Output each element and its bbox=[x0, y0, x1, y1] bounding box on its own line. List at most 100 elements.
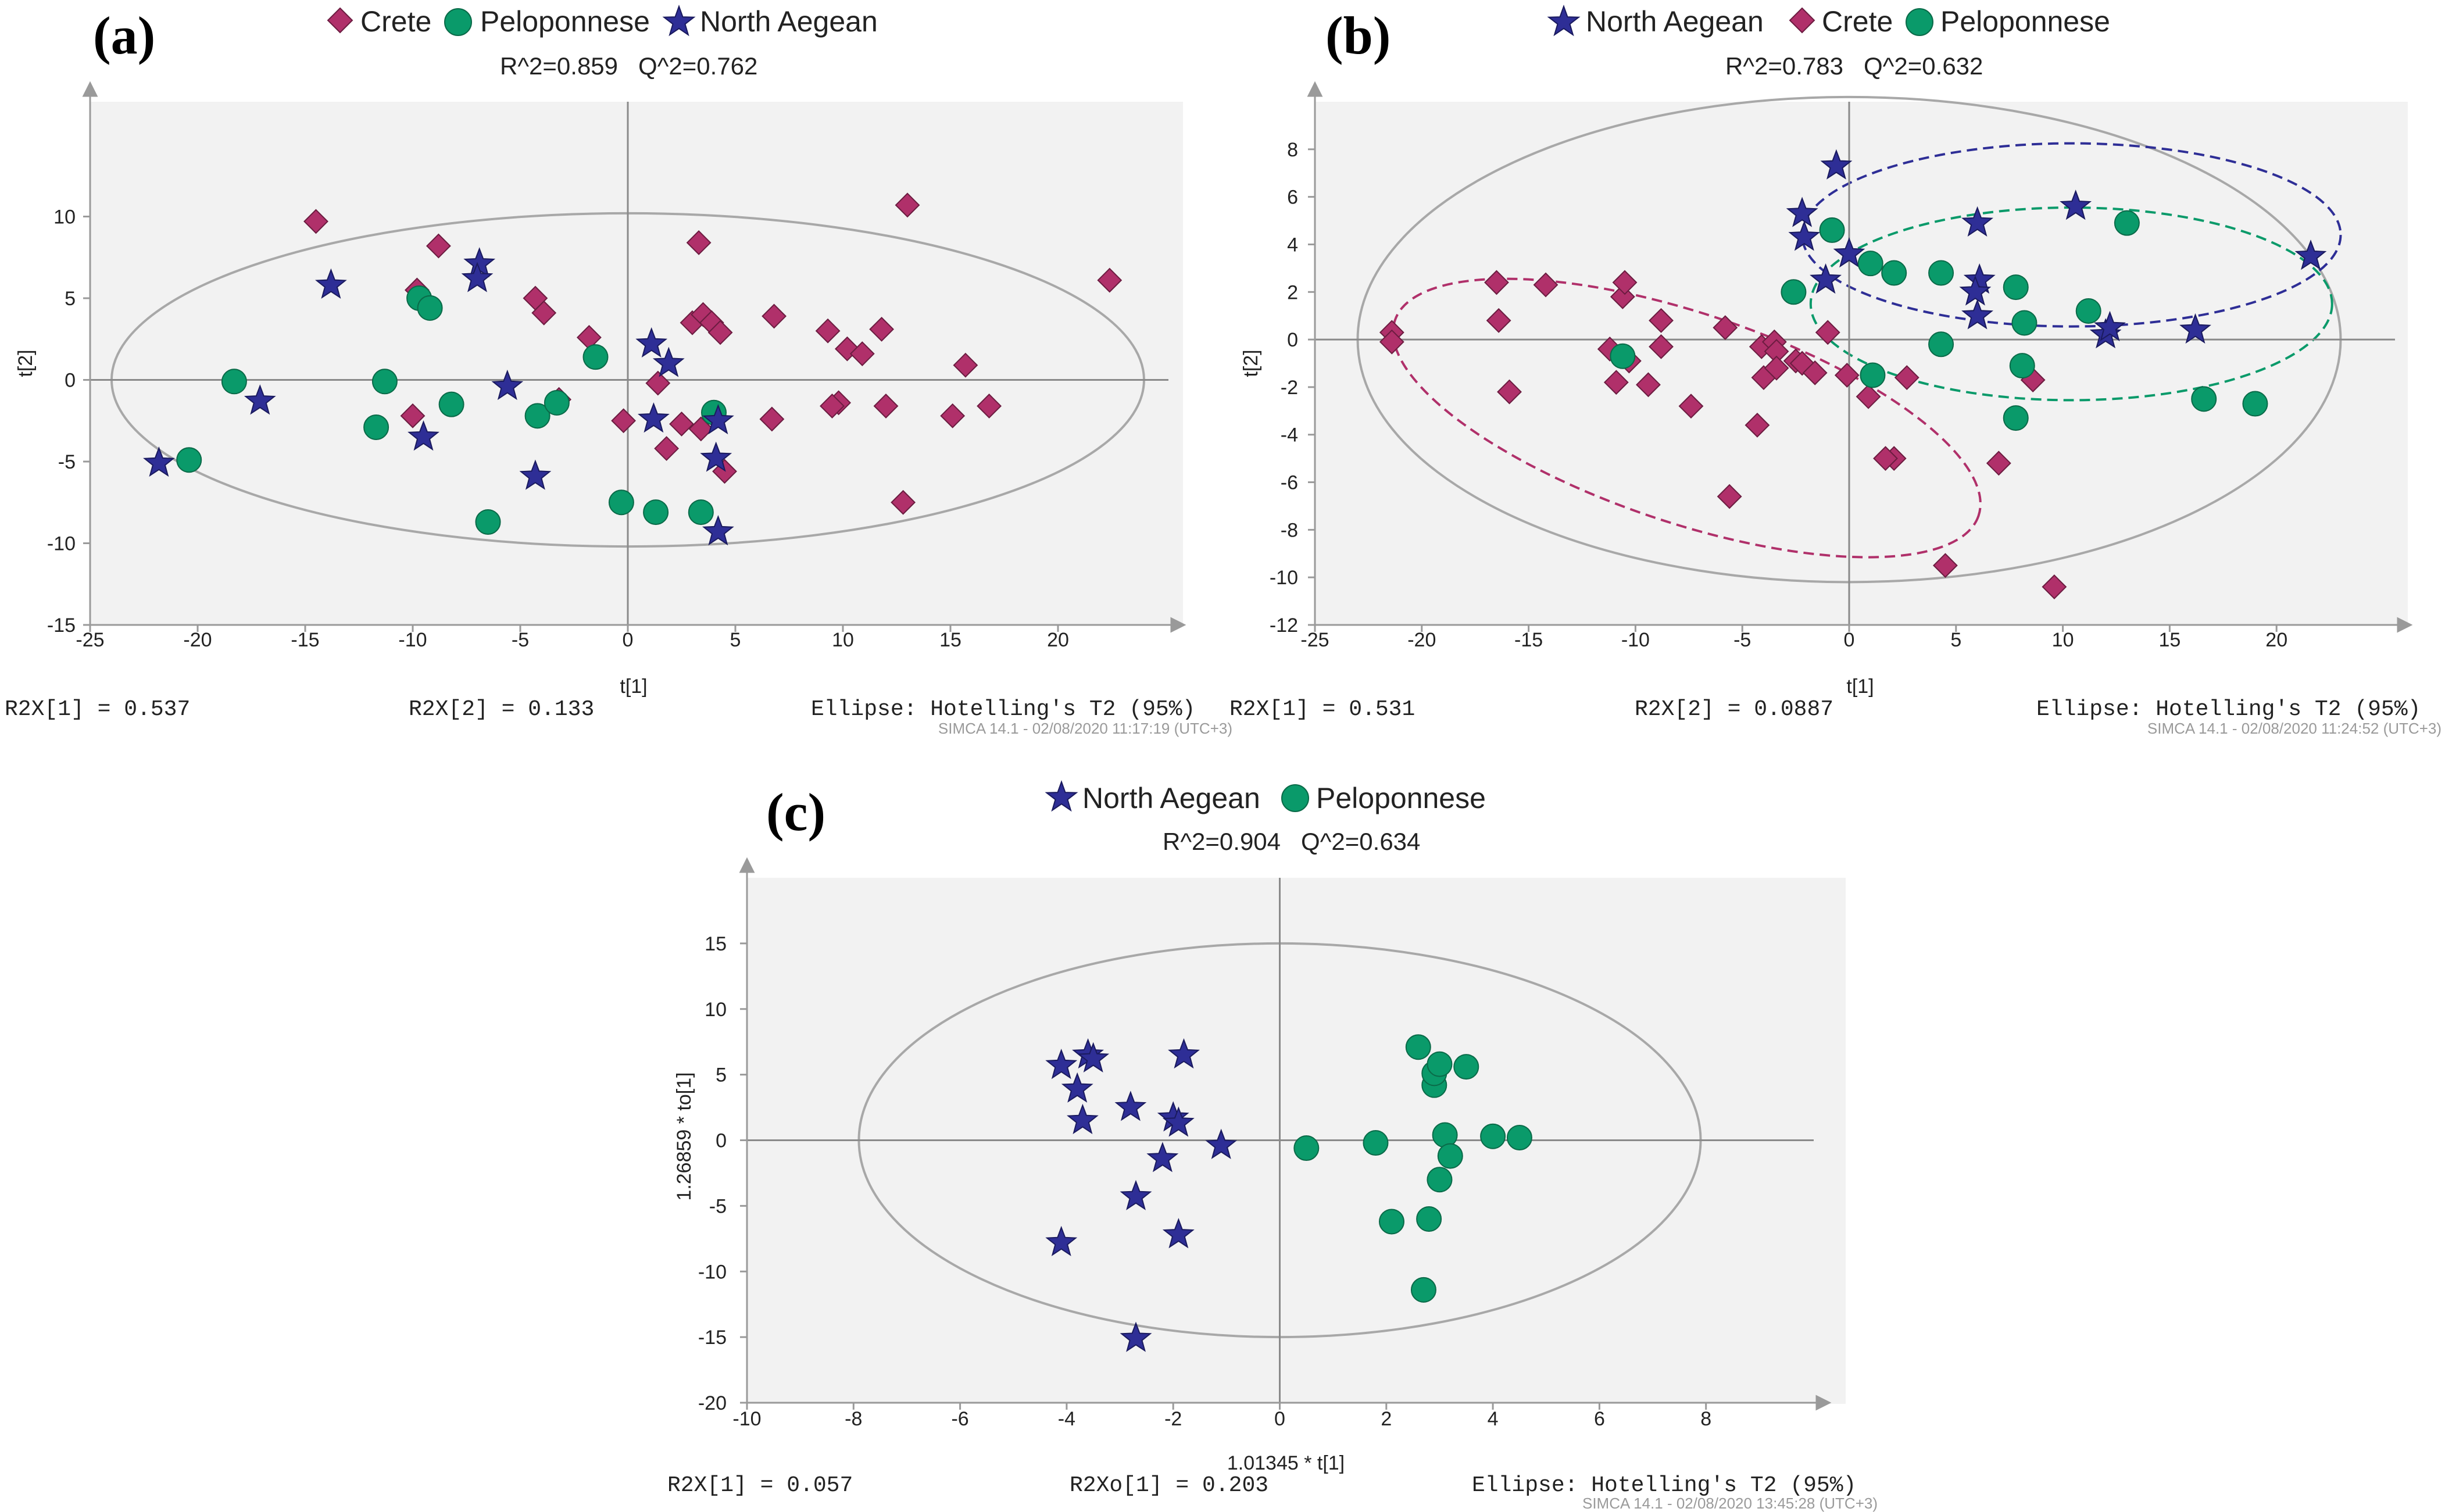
point-north-aegean bbox=[244, 384, 276, 415]
x-tick-label: 10 bbox=[832, 629, 854, 651]
y-tick-label: 6 bbox=[1287, 187, 1298, 209]
y-tick-label: -6 bbox=[1281, 472, 1298, 494]
model-metrics: R^2=0.904 Q^2=0.634 bbox=[1163, 828, 1420, 855]
point-crete bbox=[1986, 451, 2011, 476]
x-tick-label: -15 bbox=[291, 629, 319, 651]
point-north-aegean bbox=[635, 327, 668, 358]
point-peloponnese bbox=[1453, 1054, 1479, 1080]
point-crete bbox=[1933, 553, 1958, 578]
point-peloponnese bbox=[371, 369, 398, 395]
legend-marker-diamond bbox=[1789, 7, 1815, 34]
point-crete bbox=[1894, 365, 1919, 390]
point-north-aegean bbox=[1045, 1048, 1078, 1080]
point-peloponnese bbox=[1427, 1051, 1453, 1077]
x-tick-labels: -25 -20 -15 -10 -5 0 5 10 15 20 bbox=[76, 629, 1068, 651]
axes bbox=[739, 857, 1832, 1411]
x-tick-label: 0 bbox=[623, 629, 634, 651]
ellipse-caption: Ellipse: Hotelling's T2 (95%) bbox=[1472, 1473, 1856, 1498]
plot-area bbox=[1315, 102, 2408, 625]
point-crete bbox=[707, 320, 733, 345]
point-peloponnese bbox=[2114, 210, 2140, 236]
point-north-aegean bbox=[519, 459, 552, 490]
point-crete bbox=[940, 403, 966, 428]
software-stamp: SIMCA 14.1 - 02/08/2020 11:17:19 (UTC+3) bbox=[938, 720, 1232, 737]
point-north-aegean bbox=[1077, 1042, 1110, 1073]
panel-label: (c) bbox=[766, 782, 825, 842]
point-peloponnese bbox=[1410, 1277, 1436, 1303]
legend-label-north-aegean: North Aegean bbox=[1082, 782, 1260, 814]
x-tick-label: 5 bbox=[730, 629, 741, 651]
point-crete bbox=[873, 394, 899, 419]
point-crete bbox=[611, 408, 637, 434]
x-tick-labels: -10 -8 -6 -4 -2 0 2 4 6 8 bbox=[732, 1408, 1711, 1430]
point-peloponnese bbox=[1881, 260, 1907, 286]
model-metrics: R^2=0.783 Q^2=0.632 bbox=[1725, 52, 1983, 80]
point-crete bbox=[1603, 370, 1629, 395]
point-peloponnese bbox=[643, 499, 669, 526]
y-tick-label: 5 bbox=[716, 1064, 727, 1086]
point-crete bbox=[891, 489, 916, 515]
point-peloponnese bbox=[1480, 1123, 1506, 1149]
y-axis-label: 1.26859 * to[1] bbox=[673, 1072, 695, 1200]
point-peloponnese bbox=[2075, 298, 2101, 324]
x-tick-label: 20 bbox=[1047, 629, 1069, 651]
y-tick-label: -5 bbox=[58, 451, 76, 473]
point-north-aegean bbox=[2094, 310, 2126, 342]
y-tick-label: -20 bbox=[698, 1392, 727, 1414]
point-crete bbox=[1497, 379, 1522, 405]
point-north-aegean bbox=[702, 403, 734, 435]
point-north-aegean bbox=[461, 262, 494, 292]
point-crete bbox=[1097, 267, 1123, 293]
x-axis-label: t[1] bbox=[1846, 675, 1874, 698]
point-peloponnese bbox=[1405, 1034, 1431, 1060]
point-peloponnese bbox=[1416, 1206, 1442, 1232]
ellipse-caption: Ellipse: Hotelling's T2 (95%) bbox=[2036, 697, 2421, 722]
y-tick-labels: -20 -15 -10 -5 0 5 10 15 bbox=[698, 933, 727, 1414]
point-crete bbox=[1533, 272, 1558, 298]
point-north-aegean bbox=[315, 268, 347, 299]
point-crete bbox=[869, 316, 895, 342]
legend: North Aegean Peloponnese bbox=[1045, 780, 1486, 814]
point-north-aegean bbox=[1120, 1179, 1152, 1210]
legend-label-peloponnese: Peloponnese bbox=[1316, 782, 1486, 814]
point-peloponnese bbox=[582, 344, 609, 370]
legend-marker-star bbox=[1045, 780, 1078, 812]
x-tick-label: 20 bbox=[2265, 629, 2287, 651]
point-north-aegean bbox=[702, 514, 734, 546]
point-peloponnese bbox=[363, 414, 389, 440]
data-points bbox=[1379, 149, 2327, 599]
point-peloponnese bbox=[438, 391, 464, 417]
point-crete bbox=[1834, 363, 1860, 388]
data-points bbox=[143, 192, 1123, 546]
y-tick-labels: -15 -10 -5 0 5 10 bbox=[47, 206, 76, 637]
x-tick-label: -5 bbox=[512, 629, 529, 651]
x-axis-label: t[1] bbox=[620, 675, 647, 698]
x-tick-label: -5 bbox=[1733, 629, 1751, 651]
point-crete bbox=[531, 300, 557, 326]
point-north-aegean bbox=[1961, 299, 1993, 330]
point-north-aegean bbox=[1168, 1038, 1200, 1069]
x-axis-label: 1.01345 * t[1] bbox=[1227, 1452, 1345, 1474]
y-tick-label: -10 bbox=[1270, 567, 1298, 589]
x-tick-label: 8 bbox=[1700, 1408, 1711, 1430]
point-north-aegean bbox=[408, 420, 439, 451]
point-north-aegean bbox=[2179, 313, 2211, 344]
point-north-aegean bbox=[1061, 1072, 1093, 1103]
x-tick-label: 0 bbox=[1274, 1408, 1285, 1430]
point-peloponnese bbox=[1437, 1143, 1463, 1169]
panel-label: (a) bbox=[93, 6, 155, 65]
x-tick-label: -25 bbox=[76, 629, 104, 651]
point-crete bbox=[1486, 308, 1511, 333]
software-stamp: SIMCA 14.1 - 02/08/2020 13:45:28 (UTC+3) bbox=[1582, 1495, 1878, 1512]
point-crete bbox=[686, 230, 712, 255]
point-peloponnese bbox=[1928, 331, 1954, 358]
point-crete bbox=[1713, 315, 1738, 341]
legend-marker-diamond bbox=[327, 7, 353, 34]
panel-b: -25 -20 -15 -10 -5 0 5 10 15 20 -12-10-8-6-4-2024… bbox=[1229, 5, 2442, 737]
model-metrics: R^2=0.859 Q^2=0.762 bbox=[500, 52, 757, 80]
y-tick-label: -12 bbox=[1270, 614, 1298, 637]
x-tick-label: -25 bbox=[1300, 629, 1329, 651]
legend-label-crete: Crete bbox=[1822, 5, 1893, 38]
point-north-aegean bbox=[1788, 220, 1821, 251]
point-crete bbox=[1764, 355, 1789, 381]
